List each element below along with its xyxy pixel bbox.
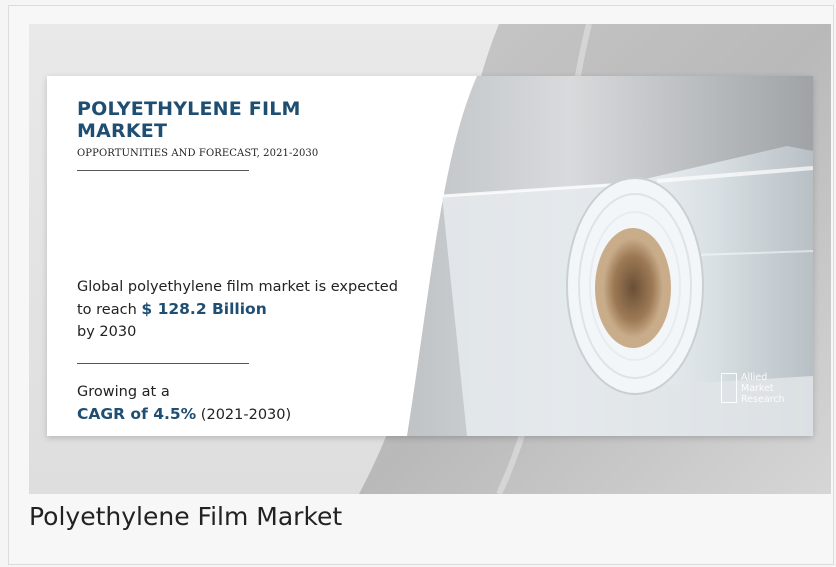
allied-market-research-logo: Allied Market Research [719, 371, 809, 421]
logo-line-3: Research [741, 394, 785, 405]
logo-line-2: Market [741, 383, 774, 394]
growth-lead-text: Growing at a [77, 384, 170, 400]
banner-subtitle: OPPORTUNITIES AND FORECAST, 2021-2030 [77, 148, 319, 159]
divider-top [77, 170, 249, 171]
film-roll-photo [407, 76, 813, 436]
logo-mark-icon [721, 373, 737, 403]
image-caption: Polyethylene Film Market [29, 502, 343, 531]
stat-tail-text: by 2030 [77, 324, 137, 340]
logo-line-1: Allied [741, 372, 768, 383]
divider-bottom [77, 363, 249, 364]
market-size-statement: Global polyethylene film market is expec… [77, 276, 407, 343]
market-size-value: $ 128.2 Billion [141, 300, 267, 318]
banner-card: POLYETHYLENE FILM MARKET OPPORTUNITIES A… [47, 76, 813, 436]
figure-frame: POLYETHYLENE FILM MARKET OPPORTUNITIES A… [8, 5, 834, 565]
stat-lead-text: Global polyethylene film market is expec… [77, 279, 398, 318]
banner-image: POLYETHYLENE FILM MARKET OPPORTUNITIES A… [29, 24, 831, 494]
banner-title: POLYETHYLENE FILM MARKET [77, 98, 301, 142]
cagr-value: CAGR of 4.5% [77, 405, 197, 423]
growth-period-text: (2021-2030) [196, 407, 292, 423]
growth-statement: Growing at a CAGR of 4.5% (2021-2030) [77, 381, 407, 426]
